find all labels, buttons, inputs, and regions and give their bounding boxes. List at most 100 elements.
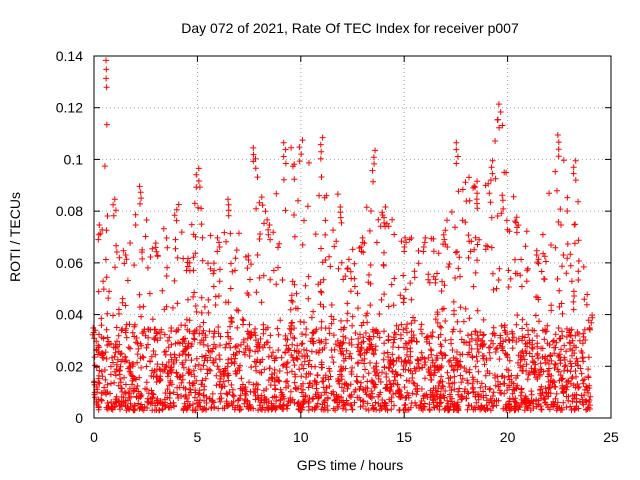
data-point [250, 151, 257, 158]
data-point [366, 227, 373, 234]
data-point [103, 66, 110, 73]
data-point [451, 386, 458, 393]
data-point [289, 354, 296, 361]
data-point [571, 240, 578, 247]
data-point [445, 358, 452, 365]
data-point [198, 205, 205, 212]
data-point [276, 240, 283, 247]
data-point [427, 372, 434, 379]
data-point [501, 169, 508, 176]
data-point [506, 337, 513, 344]
data-point [168, 341, 175, 348]
data-point [138, 342, 145, 349]
data-point [448, 363, 455, 370]
data-point [231, 393, 237, 400]
data-point [457, 351, 464, 358]
data-point [454, 349, 460, 355]
data-point [561, 354, 568, 361]
data-point [247, 276, 253, 283]
data-point [360, 334, 367, 341]
data-point [404, 329, 410, 336]
data-point [448, 387, 455, 394]
data-point [323, 389, 330, 396]
data-point [262, 208, 269, 215]
data-point [555, 368, 562, 375]
data-point [538, 392, 545, 399]
data-point [450, 367, 457, 374]
data-point [188, 357, 195, 364]
data-point [225, 207, 232, 214]
data-point [210, 260, 217, 267]
data-point [557, 372, 564, 379]
data-point [296, 158, 303, 165]
data-point [167, 400, 174, 407]
data-point [351, 260, 358, 267]
data-point [128, 372, 135, 379]
data-point [421, 400, 428, 407]
data-point [343, 397, 350, 404]
data-point [161, 306, 168, 313]
data-point [199, 407, 206, 413]
data-point [450, 326, 457, 333]
data-point [519, 325, 526, 332]
data-point [284, 378, 291, 385]
data-point [228, 381, 235, 388]
data-point [515, 335, 522, 342]
data-point [225, 212, 232, 219]
data-point [417, 326, 424, 333]
data-point [153, 248, 160, 255]
data-point [535, 256, 542, 263]
data-point [468, 331, 475, 338]
data-point [195, 165, 202, 172]
data-point [415, 260, 422, 267]
data-point [452, 249, 459, 256]
data-point [538, 406, 545, 413]
data-point [499, 192, 506, 199]
data-point [481, 361, 488, 368]
data-point [192, 303, 199, 309]
data-point [190, 293, 197, 300]
data-point [291, 233, 298, 240]
data-point [318, 174, 325, 180]
data-point [423, 336, 430, 343]
data-point [183, 316, 190, 323]
data-point [437, 341, 444, 348]
data-point [268, 374, 275, 381]
data-point [162, 390, 169, 396]
data-point [440, 383, 447, 390]
data-point [157, 366, 164, 373]
data-point [439, 278, 446, 285]
data-point [228, 260, 234, 267]
data-point [179, 351, 186, 357]
data-point [133, 339, 139, 346]
data-point [546, 365, 552, 372]
data-point [154, 366, 160, 373]
data-point [201, 397, 208, 404]
data-point [179, 361, 186, 368]
data-point [348, 336, 355, 343]
data-point [248, 364, 255, 371]
data-point [530, 368, 537, 375]
data-point [580, 333, 587, 340]
data-point [453, 146, 460, 153]
data-point [100, 286, 107, 293]
data-point [457, 363, 464, 370]
data-point [488, 397, 495, 404]
data-point [572, 157, 579, 164]
data-point [385, 336, 392, 343]
data-point [301, 358, 308, 365]
data-point [585, 354, 592, 361]
data-point [103, 355, 110, 362]
data-point [523, 321, 530, 328]
data-point [585, 374, 592, 381]
data-point [223, 390, 230, 397]
data-point [115, 332, 122, 339]
data-point [505, 373, 512, 380]
data-point [179, 336, 186, 343]
data-point [302, 282, 309, 289]
data-point [437, 364, 444, 371]
data-point [113, 366, 120, 373]
data-point [366, 333, 373, 340]
data-point [259, 202, 266, 209]
data-point [402, 286, 409, 293]
